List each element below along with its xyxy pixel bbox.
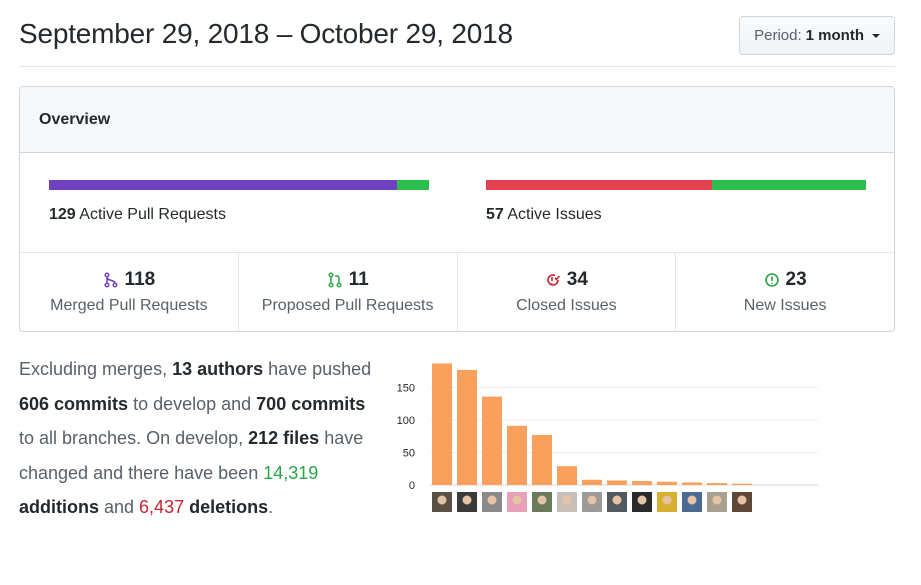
overview-title: Overview [20, 87, 894, 153]
contributor-bar[interactable] [582, 479, 602, 485]
contributor-bar[interactable] [707, 483, 727, 485]
contributor-bar[interactable] [557, 466, 577, 485]
period-label: Period: [754, 27, 802, 44]
avatar-face [587, 495, 597, 505]
active-issues-link[interactable]: 57 Active Issues [486, 206, 602, 224]
contributor-bar[interactable] [732, 483, 752, 485]
deletions-count: 6,437 [139, 497, 185, 518]
caret-down-icon [872, 33, 880, 38]
contributor-bar[interactable] [432, 363, 452, 485]
commits-all-branches: 700 commits [256, 393, 366, 414]
y-tick-label: 100 [397, 415, 415, 427]
avatar-face [612, 495, 622, 505]
overview-bars: 129 Active Pull Requests 57 Active Issue… [20, 153, 894, 253]
active-pr-label: Active Pull Requests [79, 206, 226, 223]
overview-box: Overview 129 Active Pull Requests 57 Act… [19, 86, 895, 332]
avatar-face [662, 495, 672, 505]
summary-text: have pushed [263, 359, 372, 379]
issues-progress-bar[interactable] [486, 180, 866, 190]
contributor-bar[interactable] [457, 369, 477, 485]
merged-prs-count: 118 [124, 269, 156, 290]
closed-issues-label: Closed Issues [516, 297, 617, 314]
closed-issues-count: 34 [566, 269, 588, 290]
proposed-prs-label: Proposed Pull Requests [261, 297, 434, 314]
stat-merged-prs[interactable]: 118 Merged Pull Requests [20, 253, 239, 331]
avatar-face [637, 495, 647, 505]
summary-text: to develop and [128, 393, 257, 414]
new-issues-count: 23 [785, 269, 807, 290]
commits-develop: 606 commits [19, 393, 129, 414]
contributor-bar[interactable] [507, 425, 527, 485]
additions-word: additions [19, 497, 99, 518]
summary-text: Excluding merges, [19, 359, 173, 379]
merged-pr-icon [103, 272, 118, 288]
period-value: 1 month [805, 27, 864, 44]
active-issues-label: Active Issues [507, 206, 602, 223]
proposed-prs-count: 11 [348, 269, 369, 290]
active-issues-count: 57 [486, 206, 504, 223]
avatar-face [562, 495, 572, 505]
authors-count: 13 authors [172, 359, 264, 379]
avatar-face [687, 495, 697, 505]
open-issue-icon [764, 273, 779, 287]
new-issues-label: New Issues [743, 297, 827, 314]
closed-issues-segment [486, 180, 713, 190]
date-range-title: September 29, 2018 – October 29, 2018 [19, 18, 513, 49]
commit-summary: Excluding merges, 13 authors have pushed… [19, 352, 379, 525]
merged-prs-label: Merged Pull Requests [50, 297, 208, 314]
contributors-chart: 0 50 100 150 [380, 355, 830, 520]
open-issues-segment [712, 180, 866, 190]
open-pr-icon [328, 272, 342, 288]
deletions-word: deletions [184, 497, 269, 518]
avatar-face [462, 495, 472, 505]
pull-requests-progress-bar[interactable] [49, 180, 429, 190]
stat-new-issues[interactable]: 23 New Issues [676, 253, 894, 331]
stats-row: 118 Merged Pull Requests 11 Proposed Pul… [20, 253, 894, 331]
summary-text: . [268, 497, 274, 518]
summary-text: to all branches. On develop, [19, 428, 249, 449]
active-pull-requests-link[interactable]: 129 Active Pull Requests [49, 206, 226, 224]
files-changed: 212 files [248, 428, 320, 449]
contributor-bar[interactable] [657, 481, 677, 485]
avatar-face [437, 495, 447, 505]
contributor-bar[interactable] [632, 481, 652, 485]
avatar-face [487, 495, 497, 505]
additions-count: 14,319 [263, 462, 319, 483]
avatar-face [737, 495, 747, 505]
avatar-face [512, 495, 522, 505]
stat-proposed-prs[interactable]: 11 Proposed Pull Requests [239, 253, 458, 331]
summary-text: and [99, 497, 140, 518]
contributor-bar[interactable] [607, 480, 627, 485]
contributor-bar[interactable] [482, 396, 502, 485]
merged-pr-segment [49, 180, 397, 190]
contributor-bar[interactable] [532, 434, 552, 485]
avatar-face [537, 495, 547, 505]
stat-closed-issues[interactable]: 34 Closed Issues [458, 253, 677, 331]
active-pr-count: 129 [49, 206, 76, 223]
closed-issue-icon [547, 274, 560, 286]
period-dropdown-button[interactable]: Period: 1 month [739, 16, 895, 55]
page-header: September 29, 2018 – October 29, 2018 Pe… [19, 0, 895, 67]
open-pr-segment [396, 180, 429, 190]
summary-text: have changed and there have been [19, 428, 364, 483]
y-tick-label: 50 [403, 448, 415, 460]
contributor-bar[interactable] [682, 482, 702, 485]
y-tick-label: 150 [397, 383, 415, 395]
y-tick-label: 0 [409, 480, 415, 492]
avatar-face [712, 495, 722, 505]
contributors-bar-chart: 0 50 100 150 [397, 363, 818, 512]
